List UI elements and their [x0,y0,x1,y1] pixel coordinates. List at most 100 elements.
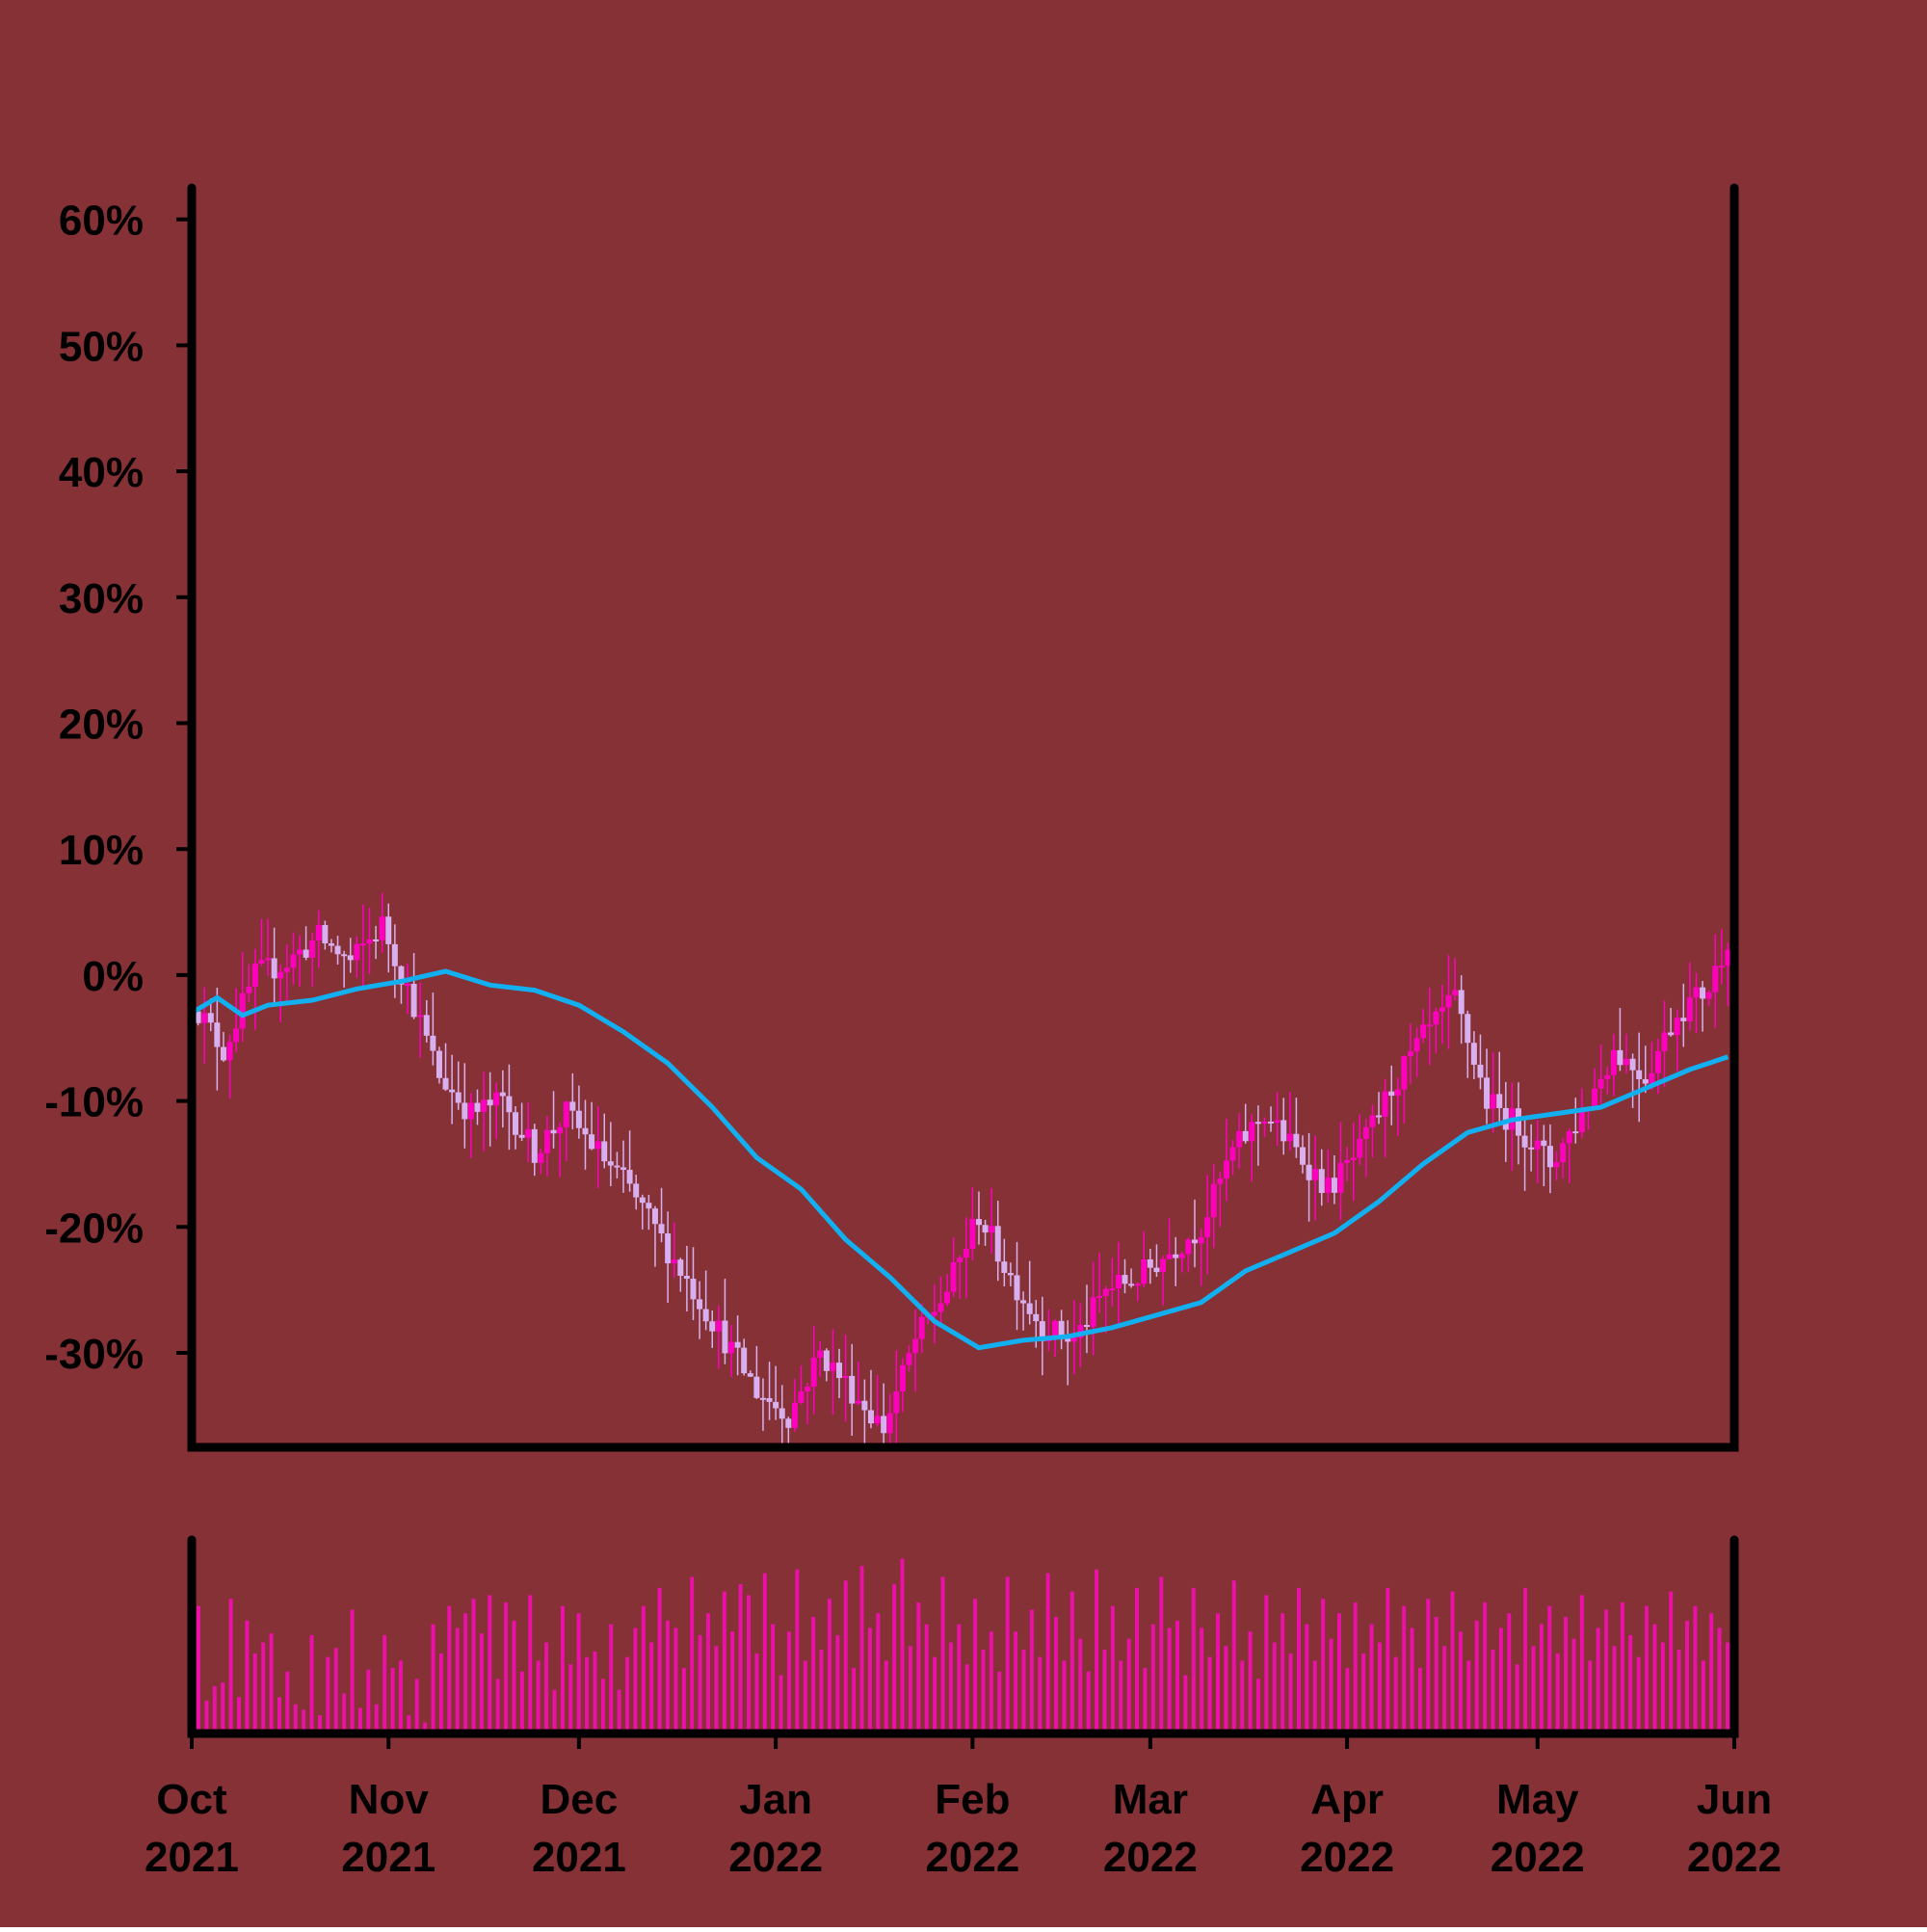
volume-bar [900,1558,905,1734]
candlestick [931,1284,937,1343]
candlestick [1026,1260,1033,1325]
candlestick [589,1101,595,1151]
candle-body [493,1092,500,1106]
candle-body [1325,1178,1332,1194]
volume-bar [302,1709,306,1734]
volume-bar [269,1633,274,1734]
candle-body [1560,1143,1567,1163]
candlestick [417,982,424,1058]
candle-body [1115,1275,1122,1289]
candlestick [1001,1238,1008,1287]
volume-bar [236,1697,241,1734]
candle-body [1362,1126,1369,1139]
candle-body [518,1134,525,1138]
candle-body [1274,1120,1280,1124]
candlestick [849,1343,856,1437]
volume-bar [1029,1609,1034,1734]
candle-body [366,939,373,944]
candlestick [1566,1128,1572,1183]
candle-body [201,1013,208,1023]
volume-bar [722,1591,726,1734]
candle-body [683,1276,690,1280]
volume-bar [1717,1628,1722,1734]
volume-bar [698,1634,702,1734]
volume-bar [552,1689,557,1734]
candlestick [354,936,360,978]
volume-bar [333,1648,338,1734]
candle-body [944,1291,951,1304]
volume-bar [681,1667,686,1734]
volume-bar [495,1679,500,1734]
volume-bar [1345,1667,1350,1734]
volume-bar [1523,1587,1528,1734]
volume-bar [1393,1656,1398,1734]
x-tick-year: 2022 [1300,1834,1394,1881]
candle-body [271,958,277,979]
volume-bar [1126,1638,1131,1734]
candlestick [251,948,258,1030]
volume-bar [641,1605,646,1734]
candlestick [855,1361,861,1406]
volume-bar [779,1675,783,1734]
candle-body [405,984,411,987]
candle-body [1344,1159,1351,1163]
candle-body [1210,1183,1217,1218]
candle-body [1388,1091,1395,1097]
candlestick [557,1122,564,1178]
candle-body [1578,1111,1585,1133]
candlestick [265,918,272,976]
volume-bar [383,1634,387,1734]
y-tick-label: 50% [59,323,144,370]
candlestick [836,1348,843,1398]
x-tick-month: Jun [1697,1776,1772,1823]
candle-body [759,1397,766,1400]
candle-body [817,1350,824,1358]
candlestick [1426,987,1433,1066]
volume-bar [633,1628,638,1734]
volume-bar [738,1584,743,1734]
candlestick [1128,1268,1135,1288]
candle-body [1420,1024,1427,1039]
candlestick [874,1375,881,1427]
candlestick [195,1011,201,1026]
candle-body [1636,1070,1643,1079]
candle-body [1254,1122,1261,1125]
volume-bar [1119,1660,1123,1734]
candlestick [538,1148,544,1175]
candlestick [385,903,392,973]
candlestick [614,1151,620,1178]
candlestick [957,1255,964,1299]
volume-bar [1474,1620,1479,1734]
candlestick [950,1237,957,1298]
candlestick [423,999,430,1043]
y-tick-label: 10% [59,827,144,874]
candle-body [309,940,316,958]
candlestick [759,1378,766,1431]
candle-body [633,1183,640,1198]
volume-bar [1571,1638,1576,1734]
x-tick-year: 2022 [1491,1834,1585,1881]
candlestick [1331,1155,1337,1204]
volume-bar [762,1573,767,1734]
candle-body [239,992,246,1029]
candle-body [1597,1078,1604,1089]
candlestick [1102,1285,1109,1334]
volume-bar [948,1642,953,1734]
candlestick [1705,990,1712,1006]
candle-body [1299,1147,1306,1165]
candle-body [1204,1217,1211,1237]
candle-body [195,1011,201,1023]
candlestick [1236,1113,1243,1169]
candlestick [455,1061,462,1110]
volume-bar [1555,1653,1560,1734]
candlestick [543,1116,550,1177]
candlestick [1623,1033,1629,1074]
candle-body [677,1259,684,1277]
candle-body [989,1226,995,1233]
volume-bar [1361,1653,1366,1734]
volume-bar [1507,1613,1512,1734]
volume-bar [649,1642,654,1734]
volume-bar [407,1715,411,1734]
candlestick [728,1324,735,1377]
